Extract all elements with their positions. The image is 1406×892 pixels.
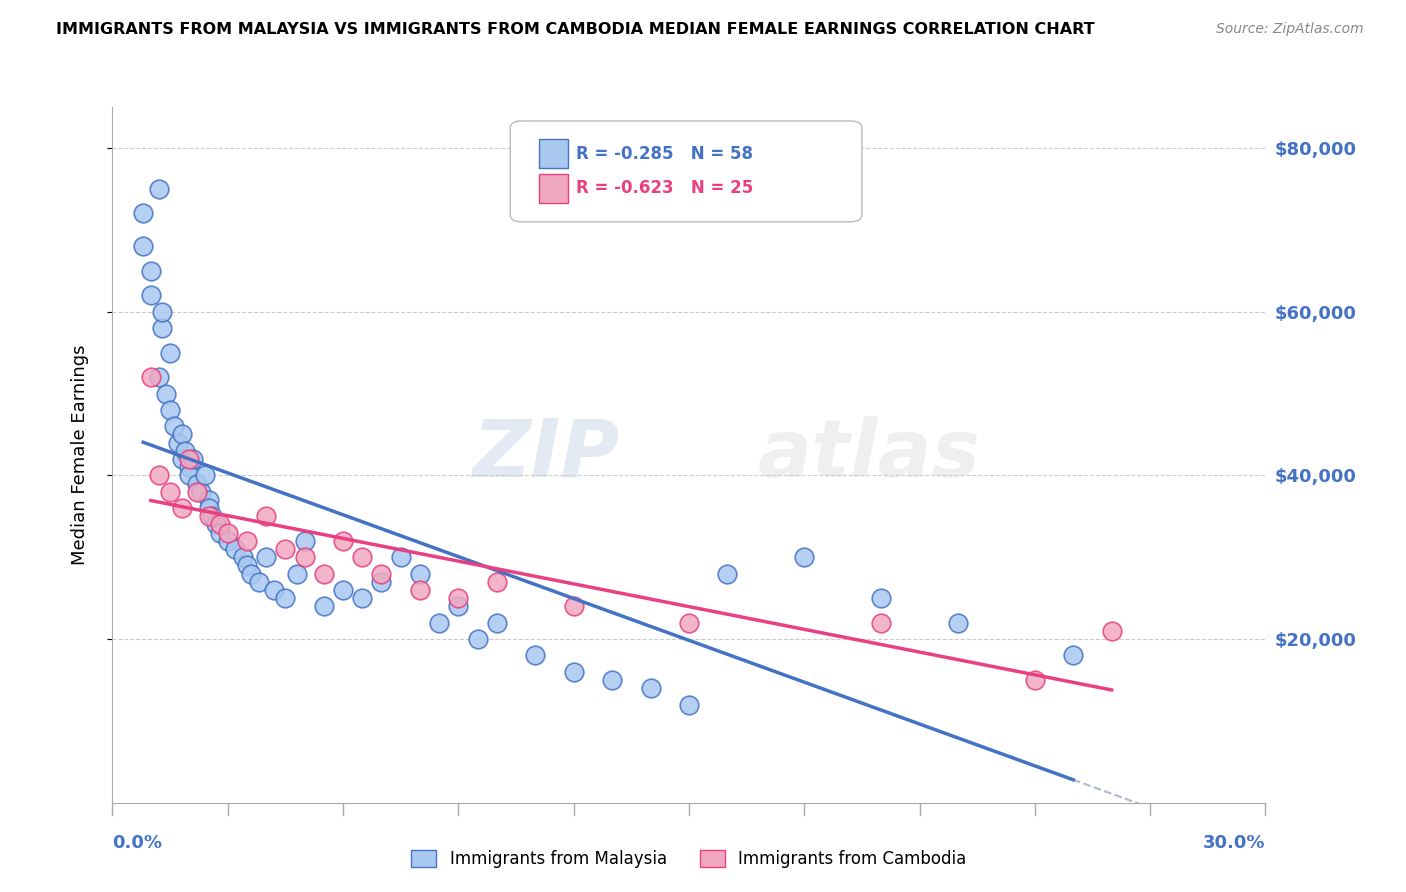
Point <box>190 484 212 499</box>
Point <box>179 460 201 475</box>
Point <box>485 615 508 630</box>
Point <box>194 468 217 483</box>
Point <box>236 558 259 573</box>
Point <box>263 582 285 597</box>
Point <box>352 591 374 606</box>
Point <box>224 542 246 557</box>
Point <box>562 599 585 614</box>
Point <box>166 435 188 450</box>
Point <box>467 632 489 646</box>
Point <box>179 468 201 483</box>
Point <box>485 574 508 589</box>
Text: ZIP: ZIP <box>472 416 620 494</box>
Point <box>600 673 623 687</box>
Point <box>155 386 177 401</box>
Point <box>370 574 392 589</box>
Point <box>139 370 162 384</box>
Point <box>197 509 219 524</box>
Point <box>139 264 162 278</box>
Point <box>186 484 208 499</box>
Point <box>254 509 277 524</box>
Legend: Immigrants from Malaysia, Immigrants from Cambodia: Immigrants from Malaysia, Immigrants fro… <box>405 843 973 874</box>
Point <box>447 599 470 614</box>
Point <box>170 452 193 467</box>
Point <box>352 550 374 565</box>
Point <box>152 304 174 318</box>
Point <box>170 501 193 516</box>
Point <box>139 288 162 302</box>
Point <box>236 533 259 548</box>
Text: 0.0%: 0.0% <box>112 834 163 852</box>
Point <box>870 615 893 630</box>
Point <box>409 566 432 581</box>
Point <box>1024 673 1046 687</box>
Point <box>285 566 308 581</box>
Point <box>217 525 239 540</box>
Point <box>132 239 155 253</box>
Point <box>217 533 239 548</box>
Point <box>678 698 700 712</box>
Point <box>209 517 232 532</box>
Point <box>205 517 228 532</box>
Point <box>946 615 969 630</box>
Point <box>148 370 170 384</box>
Point <box>370 566 392 581</box>
Point <box>274 542 297 557</box>
Point <box>524 648 547 663</box>
Point <box>209 525 232 540</box>
Point <box>159 345 181 359</box>
Y-axis label: Median Female Earnings: Median Female Earnings <box>70 344 89 566</box>
Point <box>312 599 335 614</box>
Point <box>562 665 585 679</box>
Point <box>152 321 174 335</box>
Point <box>181 452 204 467</box>
Point <box>1062 648 1084 663</box>
Text: R = -0.285   N = 58: R = -0.285 N = 58 <box>576 145 754 162</box>
Text: R = -0.623   N = 25: R = -0.623 N = 25 <box>576 179 754 197</box>
Point <box>427 615 450 630</box>
Point <box>132 206 155 220</box>
Point <box>447 591 470 606</box>
Point <box>793 550 815 565</box>
Point <box>159 484 181 499</box>
Point <box>254 550 277 565</box>
Point <box>1101 624 1123 638</box>
Point <box>332 582 354 597</box>
Point <box>174 443 197 458</box>
Text: IMMIGRANTS FROM MALAYSIA VS IMMIGRANTS FROM CAMBODIA MEDIAN FEMALE EARNINGS CORR: IMMIGRANTS FROM MALAYSIA VS IMMIGRANTS F… <box>56 22 1095 37</box>
Point <box>274 591 297 606</box>
Point <box>197 492 219 507</box>
Point <box>163 419 186 434</box>
Point <box>312 566 335 581</box>
Bar <box>538 139 568 169</box>
Point <box>716 566 738 581</box>
Point <box>197 501 219 516</box>
Point <box>148 468 170 483</box>
Point <box>232 550 254 565</box>
Point <box>870 591 893 606</box>
Point <box>159 403 181 417</box>
Point <box>332 533 354 548</box>
Point <box>294 533 316 548</box>
Point <box>294 550 316 565</box>
Point <box>678 615 700 630</box>
FancyBboxPatch shape <box>510 121 862 222</box>
Point <box>179 452 201 467</box>
Point <box>247 574 270 589</box>
Point <box>389 550 412 565</box>
Point <box>186 476 208 491</box>
Text: atlas: atlas <box>758 416 981 494</box>
Point <box>409 582 432 597</box>
Text: 30.0%: 30.0% <box>1204 834 1265 852</box>
Point <box>201 509 224 524</box>
Bar <box>538 174 568 203</box>
Point <box>640 681 662 696</box>
Point <box>170 427 193 442</box>
Text: Source: ZipAtlas.com: Source: ZipAtlas.com <box>1216 22 1364 37</box>
Point <box>239 566 262 581</box>
Point <box>148 182 170 196</box>
